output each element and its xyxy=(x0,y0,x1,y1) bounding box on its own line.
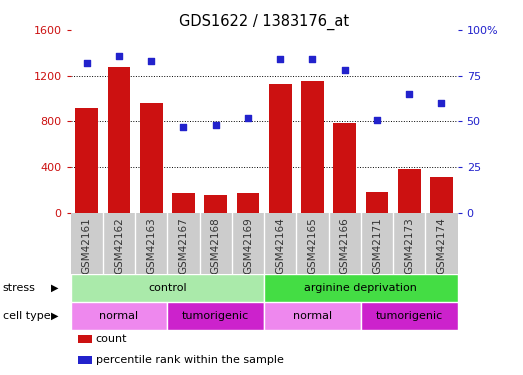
Text: percentile rank within the sample: percentile rank within the sample xyxy=(96,355,283,364)
Text: control: control xyxy=(148,283,187,293)
Bar xyxy=(398,170,420,213)
Point xyxy=(437,100,446,106)
Text: ▶: ▶ xyxy=(51,283,59,293)
Bar xyxy=(71,302,167,330)
Point xyxy=(373,117,381,123)
Bar xyxy=(78,356,92,363)
Text: normal: normal xyxy=(99,311,139,321)
Bar xyxy=(204,195,227,213)
Point xyxy=(340,67,349,73)
Text: GSM42171: GSM42171 xyxy=(372,217,382,274)
Point xyxy=(309,56,317,62)
Text: tumorigenic: tumorigenic xyxy=(376,311,443,321)
Bar xyxy=(334,123,356,213)
Text: ▶: ▶ xyxy=(51,311,59,321)
Bar xyxy=(301,81,324,213)
Bar xyxy=(78,335,92,343)
Point xyxy=(83,60,91,66)
Text: tumorigenic: tumorigenic xyxy=(182,311,249,321)
Text: stress: stress xyxy=(3,283,36,293)
Text: GSM42174: GSM42174 xyxy=(437,217,447,274)
Point xyxy=(115,53,123,58)
Bar xyxy=(269,84,291,213)
Text: GSM42162: GSM42162 xyxy=(114,217,124,274)
Text: arginine deprivation: arginine deprivation xyxy=(304,283,417,293)
Text: GSM42169: GSM42169 xyxy=(243,217,253,274)
Text: cell type: cell type xyxy=(3,311,50,321)
Text: GSM42167: GSM42167 xyxy=(178,217,188,274)
Point xyxy=(405,91,413,97)
Text: count: count xyxy=(96,334,127,344)
Text: GSM42161: GSM42161 xyxy=(82,217,92,274)
Point xyxy=(211,122,220,128)
Bar xyxy=(108,66,130,213)
Point xyxy=(147,58,155,64)
Bar xyxy=(75,108,98,213)
Text: GSM42163: GSM42163 xyxy=(146,217,156,274)
Bar xyxy=(237,193,259,213)
Bar xyxy=(140,103,163,213)
Bar xyxy=(361,302,458,330)
Bar xyxy=(167,302,264,330)
Text: GSM42164: GSM42164 xyxy=(275,217,285,274)
Text: GSM42168: GSM42168 xyxy=(211,217,221,274)
Text: GSM42166: GSM42166 xyxy=(340,217,350,274)
Text: GSM42165: GSM42165 xyxy=(308,217,317,274)
Bar xyxy=(264,274,458,302)
Point xyxy=(276,56,285,62)
Bar xyxy=(430,177,453,213)
Bar xyxy=(264,302,361,330)
Point xyxy=(179,124,188,130)
Text: GSM42173: GSM42173 xyxy=(404,217,414,274)
Point xyxy=(244,115,252,121)
Bar xyxy=(71,274,264,302)
Text: normal: normal xyxy=(293,311,332,321)
Bar xyxy=(172,194,195,213)
Bar xyxy=(366,192,388,213)
Title: GDS1622 / 1383176_at: GDS1622 / 1383176_at xyxy=(179,14,349,30)
